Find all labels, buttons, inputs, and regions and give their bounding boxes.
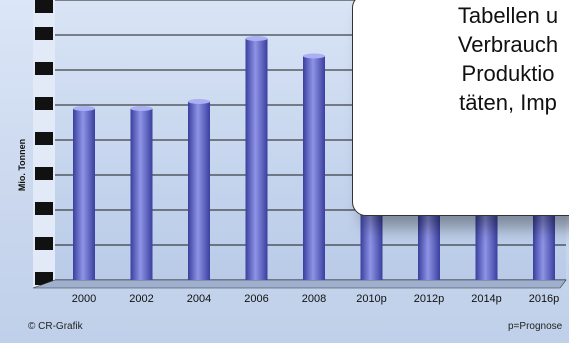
axis-block xyxy=(35,167,53,180)
bar-cap xyxy=(130,106,153,111)
x-tick-label: 2008 xyxy=(302,293,326,305)
bar xyxy=(245,38,268,280)
axis-block xyxy=(35,132,53,145)
axis-block xyxy=(35,202,53,215)
bar-cap xyxy=(188,99,210,104)
axis-block xyxy=(35,27,53,40)
tooltip-line: täten, Imp xyxy=(459,90,557,115)
bar-cap xyxy=(245,36,268,41)
x-tick-label: 2016p xyxy=(529,293,560,305)
bar-cap xyxy=(73,106,95,111)
tooltip-popup: Tabellen u Verbrauch Produktio täten, Im… xyxy=(352,0,569,216)
tooltip-line: Tabellen u xyxy=(457,3,559,28)
axis-block xyxy=(35,97,53,110)
tooltip-text: Tabellen u Verbrauch Produktio täten, Im… xyxy=(353,1,569,117)
x-tick-label: 2000 xyxy=(72,293,96,305)
bar xyxy=(188,101,210,280)
x-tick-label: 2014p xyxy=(471,293,502,305)
source-credit: © CR-Grafik xyxy=(28,321,83,332)
axis-block xyxy=(35,272,53,285)
x-tick-label: 2010p xyxy=(356,293,387,305)
bar xyxy=(303,56,325,280)
bar-cap xyxy=(303,53,325,59)
axis-block xyxy=(35,62,53,75)
axis-block xyxy=(35,0,53,13)
x-tick-label: 2006 xyxy=(244,293,268,305)
y-axis-label: Mio. Tonnen xyxy=(17,139,27,191)
tooltip-line: Verbrauch xyxy=(457,32,559,57)
bar xyxy=(73,108,95,280)
bar xyxy=(130,108,153,280)
x-tick-label: 2012p xyxy=(414,293,445,305)
chart-floor xyxy=(32,279,567,289)
forecast-note: p=Prognose xyxy=(508,321,563,332)
x-tick-label: 2004 xyxy=(187,293,211,305)
x-tick-label: 2002 xyxy=(129,293,153,305)
axis-block xyxy=(35,237,53,250)
tooltip-line: Produktio xyxy=(461,61,555,86)
